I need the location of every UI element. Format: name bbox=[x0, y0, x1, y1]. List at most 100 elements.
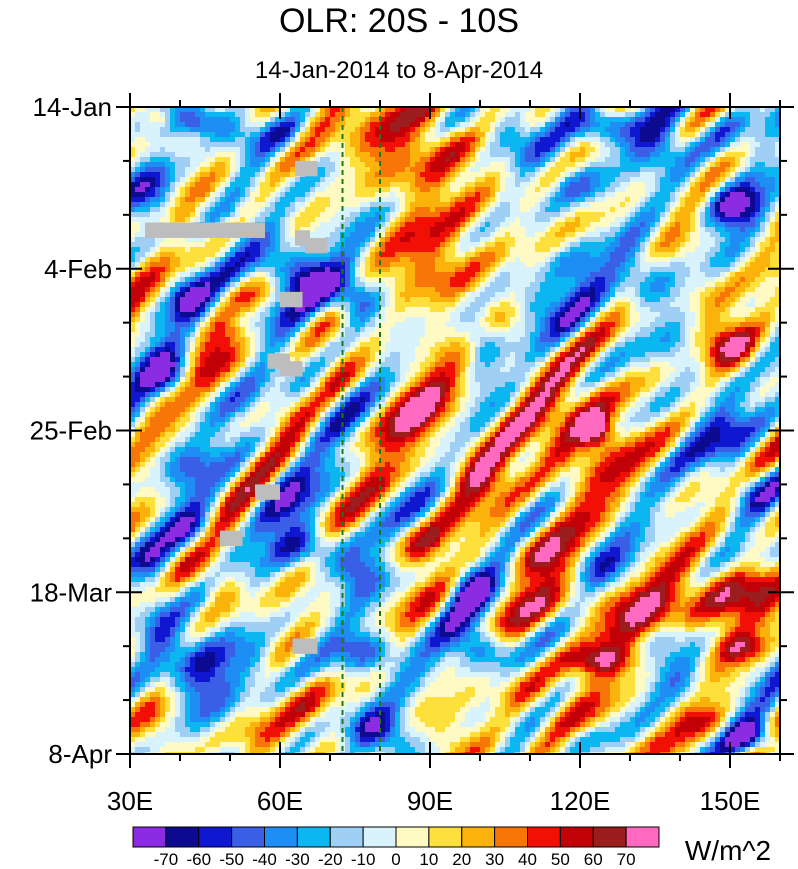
heat-cell bbox=[345, 122, 350, 127]
heat-cell bbox=[165, 202, 170, 207]
heat-cell bbox=[470, 172, 475, 177]
heat-cell bbox=[415, 222, 420, 227]
heat-cell bbox=[565, 137, 570, 142]
heat-cell bbox=[615, 172, 620, 177]
heat-cell bbox=[295, 117, 300, 122]
heat-cell bbox=[685, 112, 690, 117]
heat-cell bbox=[170, 182, 175, 187]
heat-cell bbox=[165, 182, 170, 187]
heat-cell bbox=[285, 177, 290, 182]
heat-cell bbox=[170, 142, 175, 147]
heat-cell bbox=[445, 162, 450, 167]
heat-cell bbox=[335, 197, 340, 202]
heat-cell bbox=[335, 132, 340, 137]
heat-cell bbox=[715, 177, 720, 182]
heat-cell bbox=[770, 157, 775, 162]
heat-cell bbox=[185, 187, 190, 192]
heat-cell bbox=[240, 167, 245, 172]
heat-cell bbox=[625, 207, 630, 212]
heat-cell bbox=[240, 207, 245, 212]
heat-cell bbox=[520, 132, 525, 137]
heat-cell bbox=[235, 117, 240, 122]
heat-cell bbox=[700, 197, 705, 202]
heat-cell bbox=[750, 172, 755, 177]
heat-cell bbox=[690, 222, 695, 227]
heat-cell bbox=[350, 112, 355, 117]
heat-cell bbox=[770, 147, 775, 152]
heat-cell bbox=[705, 222, 710, 227]
heat-cell bbox=[600, 172, 605, 177]
heat-cell bbox=[275, 197, 280, 202]
heat-cell bbox=[385, 192, 390, 197]
heat-cell bbox=[660, 117, 665, 122]
heat-cell bbox=[745, 132, 750, 137]
heat-cell bbox=[275, 212, 280, 217]
heat-cell bbox=[530, 162, 535, 167]
heat-cell bbox=[185, 137, 190, 142]
heat-cell bbox=[600, 197, 605, 202]
heat-cell bbox=[720, 112, 725, 117]
heat-cell bbox=[475, 212, 480, 217]
heat-cell bbox=[470, 207, 475, 212]
heat-cell bbox=[240, 112, 245, 117]
heat-cell bbox=[280, 167, 285, 172]
heat-cell bbox=[770, 117, 775, 122]
heat-cell bbox=[705, 127, 710, 132]
heat-cell bbox=[155, 122, 160, 127]
heat-cell bbox=[605, 117, 610, 122]
heat-cell bbox=[550, 127, 555, 132]
heat-cell bbox=[140, 137, 145, 142]
heat-cell bbox=[360, 222, 365, 227]
heat-cell bbox=[275, 157, 280, 162]
heat-cell bbox=[150, 142, 155, 147]
heat-cell bbox=[520, 172, 525, 177]
heat-cell bbox=[185, 112, 190, 117]
heat-cell bbox=[465, 147, 470, 152]
heat-cell bbox=[200, 212, 205, 217]
heat-cell bbox=[410, 112, 415, 117]
heat-cell bbox=[620, 192, 625, 197]
heat-cell bbox=[170, 167, 175, 172]
heat-cell bbox=[145, 132, 150, 137]
heat-cell bbox=[495, 192, 500, 197]
heat-cell bbox=[575, 212, 580, 217]
heat-cell bbox=[725, 152, 730, 157]
heat-cell bbox=[390, 222, 395, 227]
heat-cell bbox=[535, 132, 540, 137]
heat-cell bbox=[460, 162, 465, 167]
heat-cell bbox=[620, 187, 625, 192]
heat-cell bbox=[310, 217, 315, 222]
heat-cell bbox=[395, 187, 400, 192]
heat-cell bbox=[455, 112, 460, 117]
heat-cell bbox=[555, 117, 560, 122]
heat-cell bbox=[400, 197, 405, 202]
heat-cell bbox=[255, 157, 260, 162]
heat-cell bbox=[500, 122, 505, 127]
heat-cell bbox=[525, 192, 530, 197]
heat-cell bbox=[195, 157, 200, 162]
heat-cell bbox=[410, 127, 415, 132]
heat-cell bbox=[350, 182, 355, 187]
heat-cell bbox=[670, 172, 675, 177]
heat-cell bbox=[400, 167, 405, 172]
heat-cell bbox=[405, 137, 410, 142]
heat-cell bbox=[740, 167, 745, 172]
heat-cell bbox=[720, 117, 725, 122]
heat-cell bbox=[250, 197, 255, 202]
heat-cell bbox=[150, 187, 155, 192]
heat-cell bbox=[625, 177, 630, 182]
heat-cell bbox=[485, 132, 490, 137]
heat-cell bbox=[315, 122, 320, 127]
heat-cell bbox=[675, 207, 680, 212]
heat-cell bbox=[705, 132, 710, 137]
heat-cell bbox=[345, 177, 350, 182]
heat-cell bbox=[135, 137, 140, 142]
heat-cell bbox=[325, 142, 330, 147]
heat-cell bbox=[490, 212, 495, 217]
heat-cell bbox=[445, 137, 450, 142]
heat-cell bbox=[160, 127, 165, 132]
heat-cell bbox=[445, 147, 450, 152]
heat-cell bbox=[195, 187, 200, 192]
heat-cell bbox=[175, 212, 180, 217]
heat-cell bbox=[630, 197, 635, 202]
